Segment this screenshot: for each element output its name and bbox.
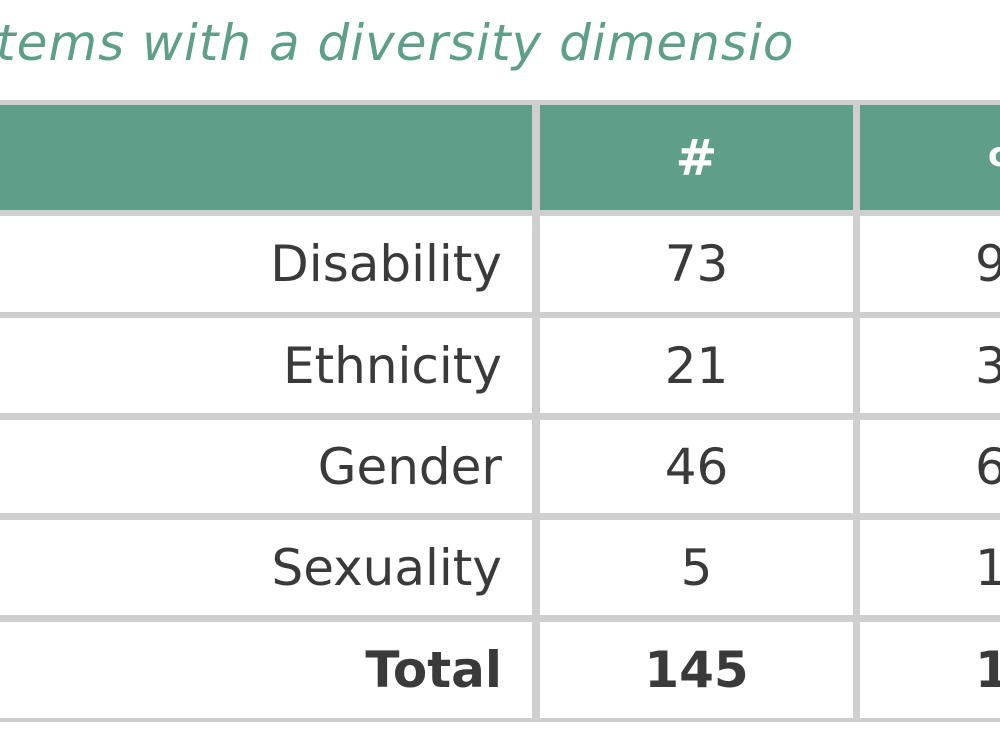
table-cell: 9 — [860, 216, 1000, 312]
table-cell: 46 — [540, 420, 853, 513]
row-label: Disability — [0, 216, 532, 312]
row-label: Ethnicity — [0, 318, 532, 413]
total-label: Total — [0, 622, 532, 718]
table-cell: 73 — [540, 216, 853, 312]
total-cell: 145 — [540, 622, 853, 718]
row-label: Sexuality — [0, 520, 532, 615]
table-cell: 3 — [860, 318, 1000, 413]
total-cell: 18 — [860, 622, 1000, 718]
table-cell: 6 — [860, 420, 1000, 513]
header-cell: # — [540, 105, 853, 210]
row-label: Gender — [0, 420, 532, 513]
header-cell — [0, 105, 532, 210]
table-cell: 1 — [860, 520, 1000, 615]
table-cell: 21 — [540, 318, 853, 413]
header-cell: c — [860, 105, 1000, 210]
table-cell: 5 — [540, 520, 853, 615]
table-title: tems with a diversity dimensio — [0, 14, 795, 72]
table: # c Disability 73 9 Ethnicity 21 3 Gender 46 6 Sexu… — [0, 100, 1000, 722]
